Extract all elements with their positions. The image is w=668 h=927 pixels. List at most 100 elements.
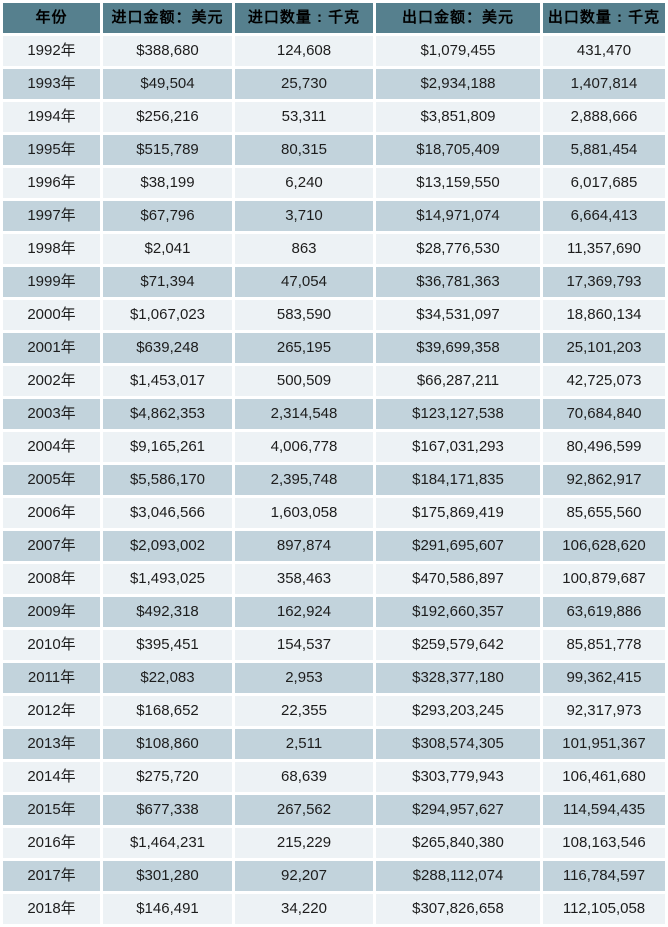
value-cell: $275,720 (103, 762, 232, 792)
year-cell: 2009年 (3, 597, 100, 627)
value-cell: 100,879,687 (543, 564, 665, 594)
value-cell: 358,463 (235, 564, 373, 594)
value-cell: 101,951,367 (543, 729, 665, 759)
value-cell: $13,159,550 (376, 168, 540, 198)
year-cell: 2000年 (3, 300, 100, 330)
value-cell: $9,165,261 (103, 432, 232, 462)
value-cell: $294,957,627 (376, 795, 540, 825)
value-cell: $4,862,353 (103, 399, 232, 429)
year-cell: 2016年 (3, 828, 100, 858)
value-cell: $265,840,380 (376, 828, 540, 858)
value-cell: $1,079,455 (376, 36, 540, 66)
value-cell: $515,789 (103, 135, 232, 165)
table-row: 1996年 $38,199 6,240 $13,159,550 6,017,685 (3, 168, 665, 198)
year-cell: 2014年 (3, 762, 100, 792)
column-header-export-quantity: 出口数量 : 千克 (543, 3, 665, 33)
value-cell: $288,112,074 (376, 861, 540, 891)
value-cell: $470,586,897 (376, 564, 540, 594)
value-cell: $303,779,943 (376, 762, 540, 792)
year-cell: 2010年 (3, 630, 100, 660)
value-cell: $301,280 (103, 861, 232, 891)
year-cell: 2007年 (3, 531, 100, 561)
table-row: 2009年 $492,318 162,924 $192,660,357 63,619,8… (3, 597, 665, 627)
value-cell: 53,311 (235, 102, 373, 132)
value-cell: 2,314,548 (235, 399, 373, 429)
value-cell: $2,934,188 (376, 69, 540, 99)
value-cell: $28,776,530 (376, 234, 540, 264)
table-row: 2004年 $9,165,261 4,006,778 $167,031,293 80,4… (3, 432, 665, 462)
value-cell: 25,101,203 (543, 333, 665, 363)
value-cell: $307,826,658 (376, 894, 540, 924)
table-row: 2001年 $639,248 265,195 $39,699,358 25,101,20… (3, 333, 665, 363)
value-cell: 431,470 (543, 36, 665, 66)
value-cell: 85,655,560 (543, 498, 665, 528)
table-row: 2017年 $301,280 92,207 $288,112,074 116,784,5… (3, 861, 665, 891)
value-cell: $1,453,017 (103, 366, 232, 396)
value-cell: $259,579,642 (376, 630, 540, 660)
table-row: 2011年 $22,083 2,953 $328,377,180 99,362,415 (3, 663, 665, 693)
value-cell: 1,603,058 (235, 498, 373, 528)
value-cell: 68,639 (235, 762, 373, 792)
value-cell: $492,318 (103, 597, 232, 627)
value-cell: $34,531,097 (376, 300, 540, 330)
value-cell: $1,067,023 (103, 300, 232, 330)
value-cell: 2,511 (235, 729, 373, 759)
value-cell: 6,240 (235, 168, 373, 198)
table-row: 2008年 $1,493,025 358,463 $470,586,897 100,87… (3, 564, 665, 594)
year-cell: 2006年 (3, 498, 100, 528)
year-cell: 2001年 (3, 333, 100, 363)
value-cell: 124,608 (235, 36, 373, 66)
value-cell: 25,730 (235, 69, 373, 99)
value-cell: $2,041 (103, 234, 232, 264)
table-row: 2014年 $275,720 68,639 $303,779,943 106,461,6… (3, 762, 665, 792)
value-cell: 42,725,073 (543, 366, 665, 396)
value-cell: $3,851,809 (376, 102, 540, 132)
year-cell: 1994年 (3, 102, 100, 132)
value-cell: $395,451 (103, 630, 232, 660)
year-cell: 1996年 (3, 168, 100, 198)
value-cell: $67,796 (103, 201, 232, 231)
table-row: 1992年 $388,680 124,608 $1,079,455 431,470 (3, 36, 665, 66)
value-cell: 2,395,748 (235, 465, 373, 495)
value-cell: 92,207 (235, 861, 373, 891)
table-row: 2003年 $4,862,353 2,314,548 $123,127,538 70,6… (3, 399, 665, 429)
year-cell: 2017年 (3, 861, 100, 891)
value-cell: 116,784,597 (543, 861, 665, 891)
value-cell: $308,574,305 (376, 729, 540, 759)
value-cell: 22,355 (235, 696, 373, 726)
value-cell: $66,287,211 (376, 366, 540, 396)
column-header-year: 年份 (3, 3, 100, 33)
value-cell: 85,851,778 (543, 630, 665, 660)
year-cell: 1999年 (3, 267, 100, 297)
value-cell: $167,031,293 (376, 432, 540, 462)
table-row: 2018年 $146,491 34,220 $307,826,658 112,105,0… (3, 894, 665, 924)
table-row: 2000年 $1,067,023 583,590 $34,531,097 18,860,… (3, 300, 665, 330)
table-row: 1993年 $49,504 25,730 $2,934,188 1,407,814 (3, 69, 665, 99)
value-cell: 92,862,917 (543, 465, 665, 495)
value-cell: $14,971,074 (376, 201, 540, 231)
value-cell: 4,006,778 (235, 432, 373, 462)
table-row: 1994年 $256,216 53,311 $3,851,809 2,888,666 (3, 102, 665, 132)
value-cell: $38,199 (103, 168, 232, 198)
value-cell: 154,537 (235, 630, 373, 660)
year-cell: 2004年 (3, 432, 100, 462)
value-cell: 6,664,413 (543, 201, 665, 231)
value-cell: 112,105,058 (543, 894, 665, 924)
year-cell: 1993年 (3, 69, 100, 99)
value-cell: $39,699,358 (376, 333, 540, 363)
value-cell: 863 (235, 234, 373, 264)
value-cell: 500,509 (235, 366, 373, 396)
table-row: 2016年 $1,464,231 215,229 $265,840,380 108,16… (3, 828, 665, 858)
value-cell: 215,229 (235, 828, 373, 858)
value-cell: $108,860 (103, 729, 232, 759)
table-row: 2012年 $168,652 22,355 $293,203,245 92,317,97… (3, 696, 665, 726)
value-cell: 114,594,435 (543, 795, 665, 825)
year-cell: 1998年 (3, 234, 100, 264)
table-row: 2015年 $677,338 267,562 $294,957,627 114,594,… (3, 795, 665, 825)
year-cell: 2018年 (3, 894, 100, 924)
value-cell: 162,924 (235, 597, 373, 627)
value-cell: 1,407,814 (543, 69, 665, 99)
value-cell: 11,357,690 (543, 234, 665, 264)
header-row: 年份 进口金额：美元 进口数量 : 千克 出口金额：美元 出口数量 : 千克 (3, 3, 665, 33)
